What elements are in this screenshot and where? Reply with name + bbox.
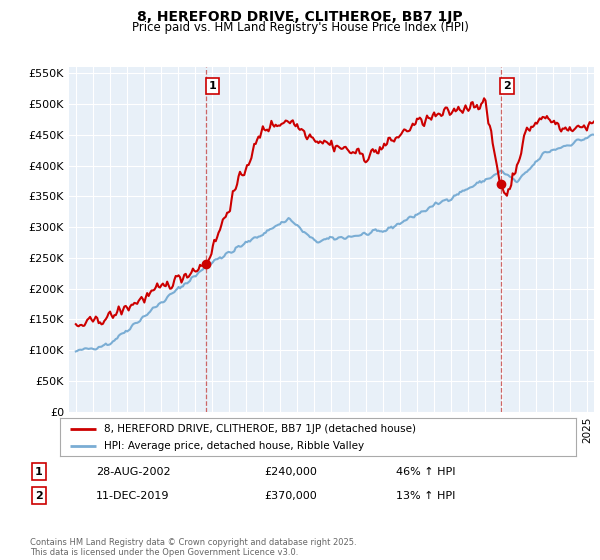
Text: 8, HEREFORD DRIVE, CLITHEROE, BB7 1JP (detached house): 8, HEREFORD DRIVE, CLITHEROE, BB7 1JP (d… xyxy=(104,423,416,433)
Text: 46% ↑ HPI: 46% ↑ HPI xyxy=(396,466,455,477)
Text: £370,000: £370,000 xyxy=(264,491,317,501)
Text: HPI: Average price, detached house, Ribble Valley: HPI: Average price, detached house, Ribb… xyxy=(104,441,364,451)
Text: 2: 2 xyxy=(35,491,43,501)
Text: 28-AUG-2002: 28-AUG-2002 xyxy=(96,466,170,477)
Text: £240,000: £240,000 xyxy=(264,466,317,477)
Text: 1: 1 xyxy=(35,466,43,477)
Text: 1: 1 xyxy=(209,81,217,91)
Text: 2: 2 xyxy=(503,81,511,91)
Text: 8, HEREFORD DRIVE, CLITHEROE, BB7 1JP: 8, HEREFORD DRIVE, CLITHEROE, BB7 1JP xyxy=(137,10,463,24)
Text: Contains HM Land Registry data © Crown copyright and database right 2025.
This d: Contains HM Land Registry data © Crown c… xyxy=(30,538,356,557)
Text: 11-DEC-2019: 11-DEC-2019 xyxy=(96,491,170,501)
Text: 13% ↑ HPI: 13% ↑ HPI xyxy=(396,491,455,501)
Text: Price paid vs. HM Land Registry's House Price Index (HPI): Price paid vs. HM Land Registry's House … xyxy=(131,21,469,34)
